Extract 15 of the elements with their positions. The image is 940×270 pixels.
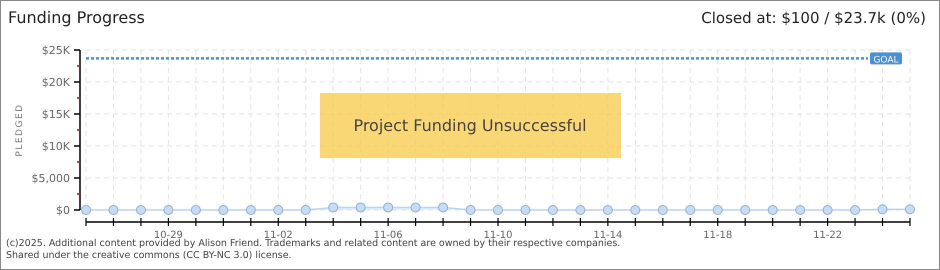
y-tick-label: $10K	[42, 140, 71, 153]
chart-subtitle: Closed at: $100 / $23.7k (0%)	[701, 9, 926, 27]
text: Shared under the creative commons (CC BY-NC 3.0) license.	[6, 250, 292, 261]
ref-line-label: GOAL	[873, 55, 899, 66]
text: (c)2025. Additional content provided by Alison Friend. Trademarks and related content are owned by their respective companies.	[6, 238, 620, 249]
y-tick-label: $20K	[42, 76, 71, 89]
y-tick-label: $15K	[42, 108, 71, 121]
y-tick-label: $25K	[42, 44, 71, 57]
y-tick-label: $0	[56, 204, 70, 217]
x-tick-label: 11-18	[703, 230, 732, 241]
chart-title: Funding Progress	[8, 8, 145, 27]
annotation: Project Funding Unsuccessful	[353, 116, 587, 135]
x-tick-label: 11-22	[813, 230, 842, 241]
y-axis-title: PLEDGED	[15, 103, 25, 157]
y-tick-label: $5,000	[32, 172, 70, 185]
